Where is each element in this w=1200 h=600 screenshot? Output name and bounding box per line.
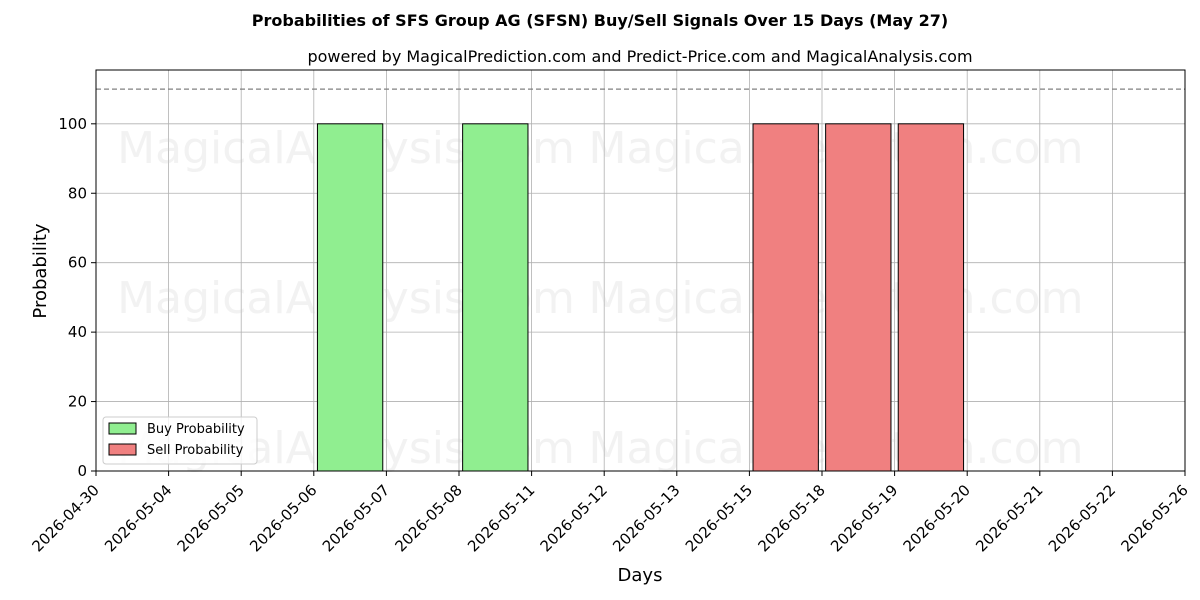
x-tick-label: 2026-05-20	[900, 481, 974, 555]
x-tick-label: 2026-05-11	[464, 481, 538, 555]
bars	[316, 123, 965, 472]
y-tick-label: 100	[58, 115, 87, 133]
legend-box	[102, 416, 258, 465]
x-axis-label: Days	[618, 565, 663, 586]
x-tick-label: 2026-05-08	[391, 481, 465, 555]
chart-subtitle: powered by MagicalPrediction.com and Pre…	[307, 47, 972, 66]
y-axis-label: Probability	[30, 223, 51, 318]
sell-bar	[825, 123, 892, 472]
x-tick-label: 2026-05-06	[246, 481, 320, 555]
x-tick-label: 2026-05-26	[1117, 481, 1191, 555]
buy-bar	[462, 123, 529, 472]
y-tick-label: 40	[68, 323, 87, 341]
x-tick-label: 2026-05-19	[827, 481, 901, 555]
x-tick-label: 2026-05-12	[537, 481, 611, 555]
y-axis: 0 20 40 60 80 100	[58, 115, 96, 480]
x-tick-label: 2026-05-15	[682, 481, 756, 555]
legend-swatch-buy	[108, 422, 137, 435]
y-tick-label: 80	[68, 184, 87, 202]
legend: Buy Probability Sell Probability	[102, 416, 258, 465]
y-tick-label: 20	[68, 393, 87, 411]
plot-frame	[95, 69, 1186, 472]
y-tick-label: 0	[77, 462, 87, 480]
x-tick-label: 2026-05-07	[319, 481, 393, 555]
x-tick-label: 2026-05-13	[609, 481, 683, 555]
x-tick-label: 2026-05-18	[754, 481, 828, 555]
x-tick-label: 2026-05-05	[174, 481, 248, 555]
x-tick-label: 2026-05-22	[1045, 481, 1119, 555]
legend-swatch-sell	[108, 443, 137, 456]
sell-bar	[752, 123, 819, 472]
legend-label-buy: Buy Probability	[147, 422, 245, 437]
x-tick-label: 2026-05-21	[972, 481, 1046, 555]
buy-bar	[316, 123, 384, 472]
legend-label-sell: Sell Probability	[147, 443, 244, 458]
x-axis: 2026-04-302026-05-042026-05-052026-05-06…	[28, 471, 1192, 555]
sell-bar	[897, 123, 965, 472]
chart-title: Probabilities of SFS Group AG (SFSN) Buy…	[252, 11, 948, 30]
x-tick-label: 2026-05-04	[101, 481, 175, 555]
x-tick-label: 2026-04-30	[28, 481, 102, 555]
y-tick-label: 60	[68, 254, 87, 272]
